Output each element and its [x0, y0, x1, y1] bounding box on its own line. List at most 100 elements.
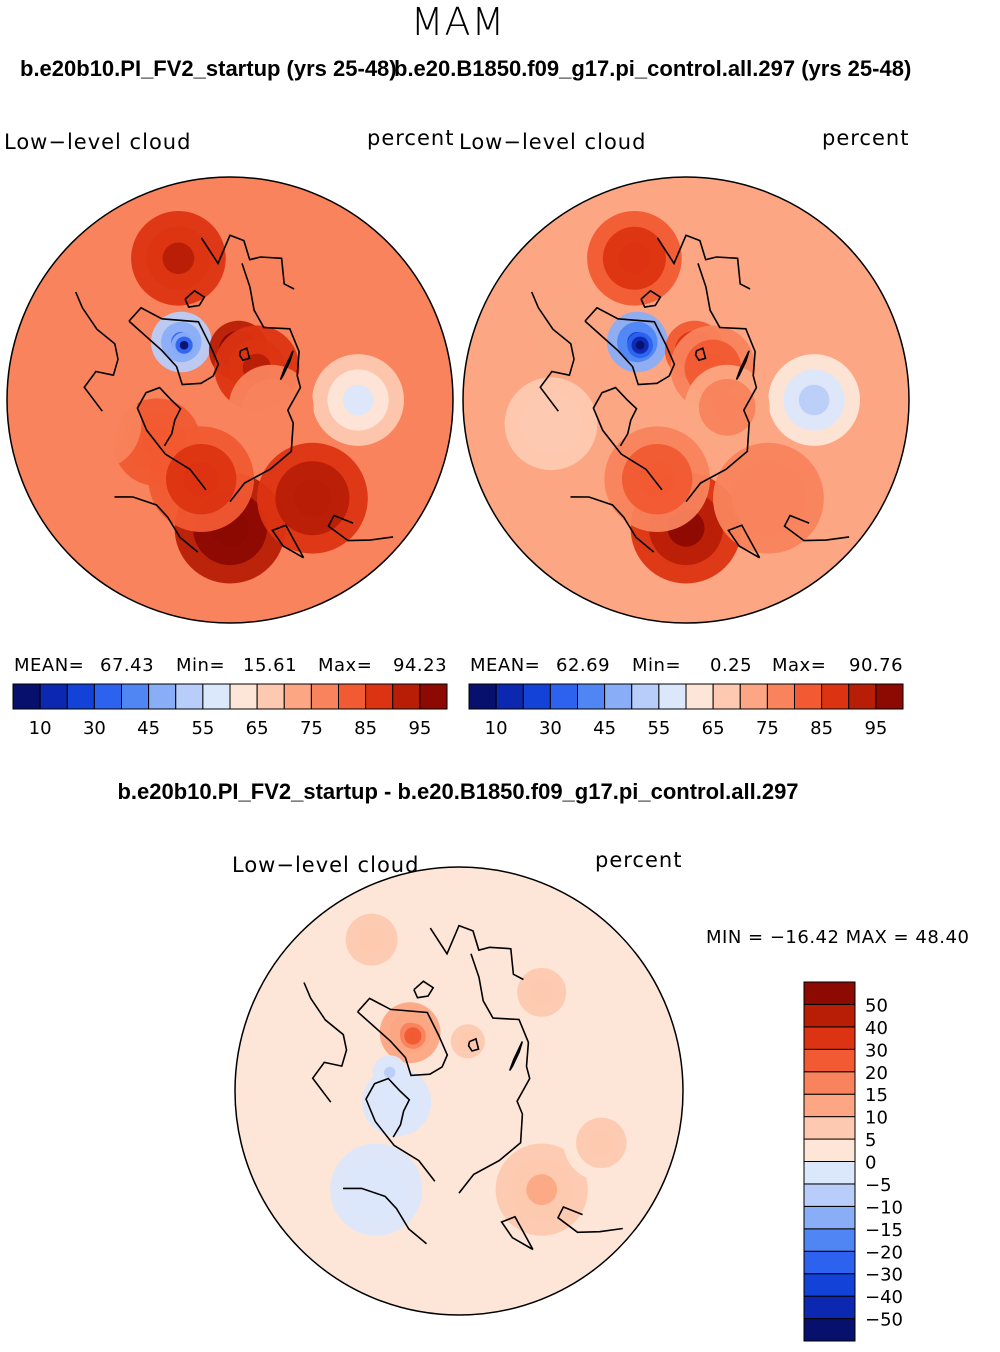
map-1-blob [257, 393, 286, 422]
panel2-units-label: percent [822, 126, 910, 150]
colorbar-2-swatch [495, 683, 524, 710]
colorbar-diff-tick-label: −20 [865, 1242, 903, 1263]
map-3-blob [588, 1130, 614, 1156]
map-1-blob [342, 384, 374, 416]
panel2-min-label: Min= [632, 655, 682, 676]
map-1-coastline [200, 234, 295, 290]
colorbar-2-swatch [739, 683, 768, 710]
colorbar-1-tick-label: 10 [29, 718, 52, 739]
colorbar-2-swatch [468, 683, 497, 710]
colorbar-1-swatch [93, 683, 123, 710]
colorbar-diff-swatch [803, 1161, 856, 1185]
colorbar-2-swatch [549, 683, 579, 710]
map-1-coastline [74, 291, 119, 412]
diff-case-title: b.e20b10.PI_FV2_startup - b.e20.B1850.f0… [117, 779, 799, 804]
colorbar-1-swatch [256, 683, 285, 710]
colorbar-1-swatch [148, 683, 177, 710]
map-2-coastline [727, 524, 761, 559]
colorbar-diff-swatch [803, 1318, 856, 1342]
map-1-coastline [229, 263, 302, 503]
colorbar-2-swatch [604, 683, 633, 710]
map-2-blob [639, 461, 675, 497]
colorbar-1-swatch [202, 683, 231, 710]
panel1-min-label: Min= [176, 655, 226, 676]
map-2-coastline [584, 306, 676, 386]
map-2-coastline [656, 234, 751, 290]
colorbar-diff-swatch [803, 1228, 856, 1252]
map-1-blob [179, 340, 189, 350]
panel2-min-value: 0.25 [710, 655, 753, 676]
diff-variable-label: Low−level cloud [232, 853, 420, 877]
colorbar-diff-tick-label: 5 [865, 1130, 876, 1151]
map-3-blob [526, 1174, 558, 1205]
map-3-blob [385, 1090, 409, 1114]
colorbar-2-swatch [794, 683, 823, 710]
map-1-blob [98, 319, 124, 344]
panel1-mean-label: MEAN= [14, 655, 85, 676]
colorbar-2-swatch [712, 683, 741, 710]
map-3-coastline [413, 980, 435, 999]
map-2-blob [749, 479, 787, 517]
colorbar-2-tick-label: 65 [702, 718, 725, 739]
colorbar-2-swatch [875, 683, 904, 710]
colorbar-1-swatch [310, 683, 340, 710]
colorbar-diff-swatch [803, 1183, 856, 1207]
map-1-coastline [271, 524, 305, 559]
colorbar-1-swatch [229, 683, 258, 710]
map-2-border [462, 176, 910, 624]
map-3-field [235, 867, 683, 1315]
map-2-blob [554, 319, 580, 344]
colorbar-2-tick-label: 45 [593, 718, 616, 739]
colorbar-diff-swatch [803, 1003, 856, 1028]
colorbar-diff-tick-label: −30 [865, 1265, 903, 1286]
colorbar-2-swatch [685, 683, 714, 710]
colorbar-diff-tick-label: 20 [865, 1063, 888, 1084]
colorbar-diff-swatch [803, 1273, 856, 1297]
map-1-blob [162, 242, 195, 275]
colorbar-diff-tick-label: −40 [865, 1287, 903, 1308]
colorbar-1-tick-label: 55 [191, 718, 214, 739]
colorbar-1-swatch [419, 683, 448, 710]
map-3-blob [358, 926, 385, 953]
map-2-blob [635, 340, 645, 350]
colorbar-diff-swatch [803, 1138, 856, 1163]
map-1-blob [183, 461, 219, 497]
panel1-max-label: Max= [318, 655, 373, 676]
map-3-coastline [429, 924, 524, 981]
panel1-min-value: 15.61 [243, 655, 298, 676]
colorbar-diff-swatch [803, 1295, 856, 1320]
colorbar-diff-tick-label: 15 [865, 1085, 888, 1106]
colorbar-2-swatch [522, 683, 551, 710]
colorbar-diff-swatch [803, 1071, 856, 1095]
colorbar-2-swatch [821, 683, 850, 710]
map-2-coastline [735, 350, 750, 381]
map-1-coastline [136, 386, 207, 491]
colorbar-diff-tick-label: 40 [865, 1018, 888, 1039]
panel1-max-value: 94.23 [393, 655, 448, 676]
map-1-coastline [327, 514, 394, 542]
colorbar-2-tick-label: 75 [756, 718, 779, 739]
map-3-coastline [556, 1205, 623, 1234]
map-2-blob [618, 242, 651, 275]
colorbar-diff-tick-label: −5 [865, 1175, 892, 1196]
map-1-field [7, 177, 453, 623]
map-3-blob [384, 1066, 396, 1079]
map-1-blob [79, 408, 111, 440]
map-3-coastline [500, 1215, 534, 1251]
colorbar-2-tick-label: 30 [539, 718, 562, 739]
colorbar-2-swatch [766, 683, 796, 710]
colorbar-diff-tick-label: 30 [865, 1040, 888, 1061]
colorbar-1-swatch [39, 683, 68, 710]
map-2-coastline [783, 514, 850, 542]
panel1-case-title: b.e20b10.PI_FV2_startup (yrs 25-48) [20, 56, 397, 81]
map-3-coastline [357, 997, 449, 1077]
colorbar-2-tick-label: 55 [647, 718, 670, 739]
colorbar-diff-tick-label: −10 [865, 1197, 903, 1218]
colorbar-1-tick-label: 75 [300, 718, 323, 739]
panel2-max-label: Max= [772, 655, 827, 676]
colorbar-1-swatch [338, 683, 367, 710]
map-3-blob [360, 1174, 392, 1205]
panel1-mean-value: 67.43 [100, 655, 155, 676]
colorbar-1-tick-label: 45 [137, 718, 160, 739]
map-1-coastline [114, 496, 199, 553]
